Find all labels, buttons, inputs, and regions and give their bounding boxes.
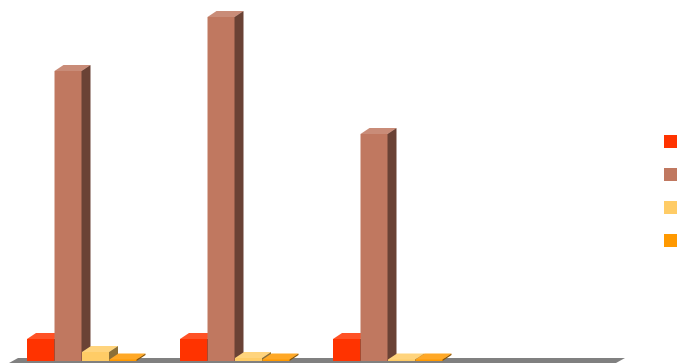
bar-top-face: [27, 333, 63, 339]
bar-front-face: [262, 359, 290, 361]
legend-swatch: [664, 168, 677, 181]
bar-series-2-group-3: [360, 128, 397, 361]
bar-top-face: [235, 352, 271, 358]
bar-top-face: [262, 353, 299, 360]
bar-side-face: [234, 11, 244, 361]
bar-front-face: [82, 352, 109, 361]
bar-front-face: [109, 359, 137, 361]
bar-side-face: [442, 353, 452, 361]
bar-side-face: [387, 128, 397, 361]
bar-top-face: [333, 333, 369, 339]
floor-plane: [9, 358, 625, 363]
bar-top-face: [388, 353, 424, 360]
bar-series-4-group-2: [262, 353, 299, 361]
bar-series-4-group-1: [109, 353, 146, 361]
bar-top-face: [82, 346, 118, 352]
bar-top-face: [415, 353, 452, 360]
bar-series-4-group-3: [415, 353, 452, 361]
bar-top-face: [207, 11, 244, 17]
bar-front-face: [333, 339, 360, 361]
bar-front-face: [415, 359, 443, 361]
legend-swatch: [664, 135, 677, 148]
bar-top-face: [54, 65, 91, 71]
bar-front-face: [388, 359, 415, 361]
bar-side-face: [81, 65, 91, 361]
bar-top-face: [180, 333, 216, 339]
chart-floor: [9, 358, 625, 363]
bar-front-face: [27, 339, 54, 361]
bar-front-face: [360, 134, 388, 361]
bar-side-face: [289, 353, 299, 361]
bar-top-face: [109, 353, 146, 360]
legend-swatch: [664, 201, 677, 214]
bar-series-2-group-2: [207, 11, 244, 361]
bar-series-3-group-1: [82, 346, 118, 361]
bar-front-face: [235, 358, 262, 361]
bar-series-2-group-1: [54, 65, 91, 361]
legend-swatch: [664, 234, 677, 247]
bar-top-face: [360, 128, 397, 134]
bar-front-face: [180, 339, 207, 361]
bar-side-face: [136, 353, 146, 361]
bar-side-face: [109, 346, 118, 361]
bar-front-face: [207, 17, 235, 361]
bars-layer: [27, 11, 452, 361]
bar-front-face: [54, 71, 82, 361]
